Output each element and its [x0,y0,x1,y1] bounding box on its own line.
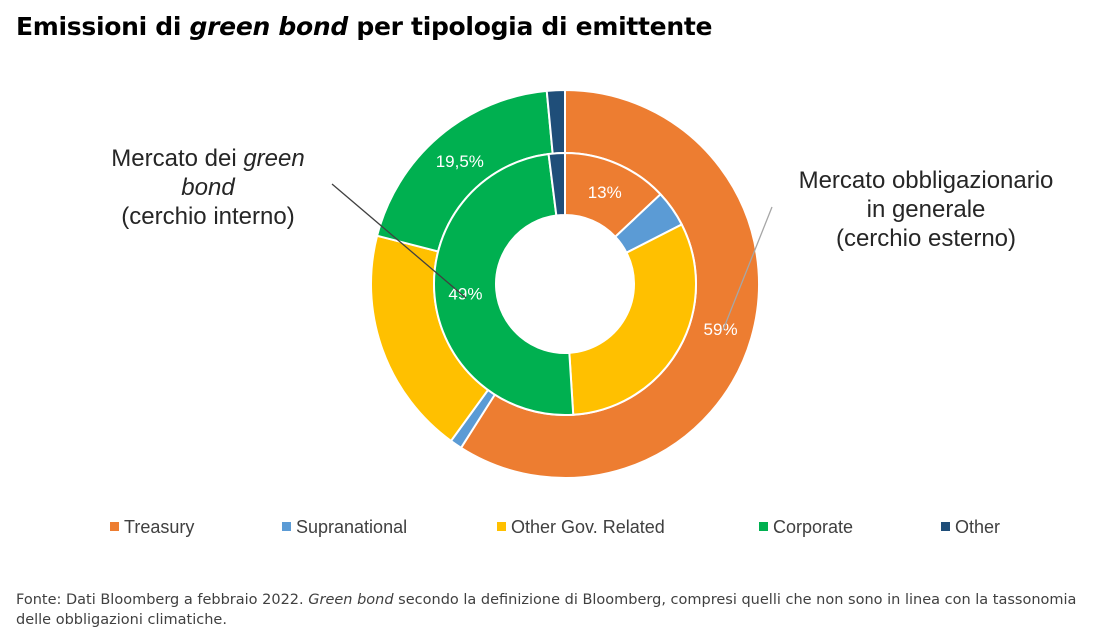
inner-ring [433,151,697,416]
legend-swatch [110,522,119,531]
outer-ring [370,88,760,479]
legend-label: Corporate [773,517,854,537]
inner-slice-corporate [433,152,575,416]
inner-slice-other [547,151,566,217]
inner-data-label-corporate: 49% [448,284,482,303]
legend: Treasury Supranational Other Gov. Relate… [0,517,1099,541]
outer-data-label-treasury: 59% [704,320,738,339]
callout-outer-ring: Mercato obbligazionario in generale (cer… [776,166,1076,253]
legend-item-other: Other [941,517,1000,538]
chart-title-part-3: per tipologia di emittente [347,12,713,41]
footnote-part-3: secondo la definizione di Bloomberg, com… [16,592,1077,628]
footnote-source: Fonte: Dati Bloomberg a febbraio 2022. G… [16,590,1086,630]
legend-item-supranational: Supranational [282,517,407,538]
legend-label: Other Gov. Related [511,517,665,537]
legend-swatch [497,522,506,531]
legend-item-treasury: Treasury [110,517,194,538]
legend-item-other-gov-related: Other Gov. Related [497,517,665,538]
callout-outer-leader-line [722,206,773,331]
footnote-part-1: Fonte: Dati Bloomberg a febbraio 2022. [16,592,309,608]
callout-inner-line2: bond [181,174,235,201]
callout-outer-line1: Mercato obbligazionario [798,167,1054,194]
legend-swatch [941,522,950,531]
chart-title: Emissioni di green bond per tipologia di… [16,12,712,41]
callout-outer-line2: in generale [866,196,986,223]
legend-label: Other [955,517,1001,537]
outer-data-label-corporate: 19,5% [436,152,484,171]
callout-inner-line1-italic: green [243,145,305,172]
callout-inner-line1: Mercato dei [111,145,244,172]
legend-swatch [282,522,291,531]
inner-data-label-treasury: 13% [588,183,622,202]
data-labels: 13% 49% 59% 19,5% [436,152,738,339]
legend-label: Treasury [124,517,195,537]
legend-swatch [759,522,768,531]
footnote-part-2: Green bond [308,592,394,608]
inner-slice-other-gov-related [568,223,697,416]
chart-title-part-1: Emissioni di [16,12,190,41]
chart-title-part-2: green bond [189,12,349,41]
callout-inner-ring: Mercato dei green bond (cerchio interno) [88,144,328,231]
callout-inner-leader-line [331,183,467,299]
callout-inner-line3: (cerchio interno) [121,203,295,230]
callout-outer-line3: (cerchio esterno) [835,225,1017,252]
legend-label: Supranational [296,517,408,537]
legend-item-corporate: Corporate [759,517,853,538]
